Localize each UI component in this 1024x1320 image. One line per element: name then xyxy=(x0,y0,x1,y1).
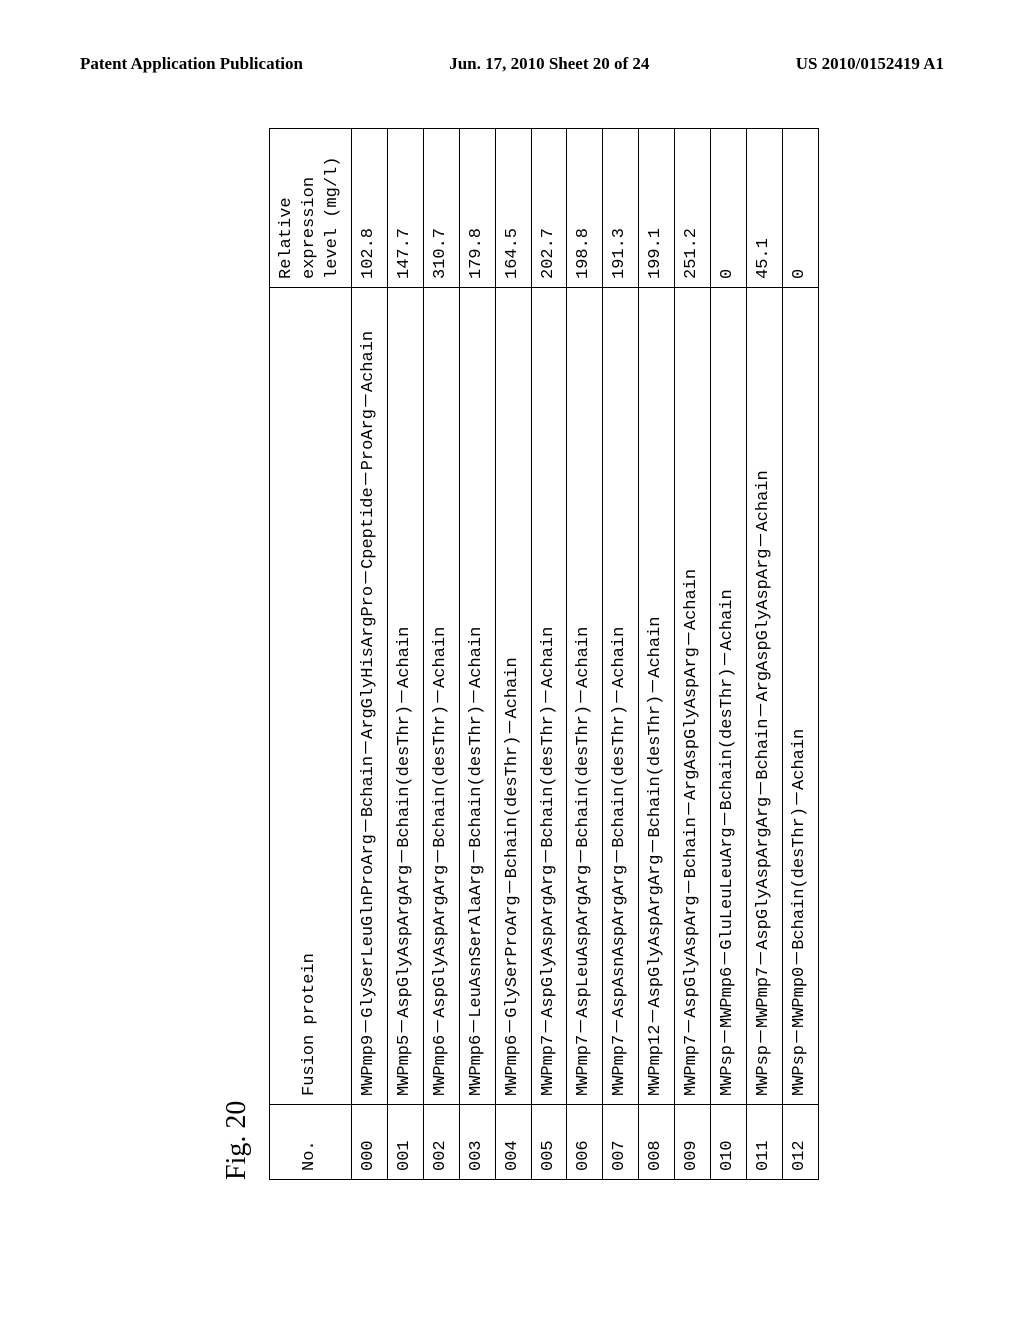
table-row: 003MWPmp6－LeuAsnSerAlaArg－Bchain(desThr)… xyxy=(459,129,495,1180)
cell-level: 198.8 xyxy=(567,129,603,288)
col-header-level: Relative expression level (mg/l) xyxy=(270,129,352,288)
table-row: 000MWPmp9－GlySerLeuGlnProArg－Bchain－ArgG… xyxy=(351,129,387,1180)
table-row: 005MWPmp7－AspGlyAspArgArg－Bchain(desThr)… xyxy=(531,129,567,1180)
table-row: 010MWPsp－MWPmp6－GluLeuLeuArg－Bchain(desT… xyxy=(711,129,747,1180)
cell-level: 45.1 xyxy=(747,129,783,288)
cell-protein: MWPsp－MWPmp7－AspGlyAspArgArg－Bchain－ArgA… xyxy=(747,288,783,1105)
cell-level: 191.3 xyxy=(603,129,639,288)
table-row: 002MWPmp6－AspGlyAspArgArg－Bchain(desThr)… xyxy=(423,129,459,1180)
cell-no: 002 xyxy=(423,1105,459,1180)
table-row: 012MWPsp－MWPmp0－Bchain(desThr)－Achain0 xyxy=(783,129,819,1180)
cell-protein: MWPmp9－GlySerLeuGlnProArg－Bchain－ArgGlyH… xyxy=(351,288,387,1105)
cell-no: 011 xyxy=(747,1105,783,1180)
figure-content: Fig. 20 No. Fusion protein Relative expr… xyxy=(221,180,819,1180)
header-center: Jun. 17, 2010 Sheet 20 of 24 xyxy=(449,54,649,74)
table-row: 004MWPmp6－GlySerProArg－Bchain(desThr)－Ac… xyxy=(495,129,531,1180)
table-row: 007MWPmp7－AspAsnAspArgArg－Bchain(desThr)… xyxy=(603,129,639,1180)
cell-no: 004 xyxy=(495,1105,531,1180)
cell-protein: MWPmp7－AspLeuAspArgArg－Bchain(desThr)－Ac… xyxy=(567,288,603,1105)
cell-level: 251.2 xyxy=(675,129,711,288)
cell-no: 010 xyxy=(711,1105,747,1180)
cell-no: 008 xyxy=(639,1105,675,1180)
cell-level: 0 xyxy=(783,129,819,288)
cell-protein: MWPsp－MWPmp6－GluLeuLeuArg－Bchain(desThr)… xyxy=(711,288,747,1105)
fusion-protein-table: No. Fusion protein Relative expression l… xyxy=(269,128,819,1180)
cell-no: 006 xyxy=(567,1105,603,1180)
cell-no: 009 xyxy=(675,1105,711,1180)
cell-level: 310.7 xyxy=(423,129,459,288)
col-header-no: No. xyxy=(270,1105,352,1180)
cell-no: 012 xyxy=(783,1105,819,1180)
cell-protein: MWPmp6－LeuAsnSerAlaArg－Bchain(desThr)－Ac… xyxy=(459,288,495,1105)
cell-no: 000 xyxy=(351,1105,387,1180)
col-header-protein: Fusion protein xyxy=(270,288,352,1105)
figure-area: Fig. 20 No. Fusion protein Relative expr… xyxy=(20,300,1020,1060)
cell-protein: MWPmp7－AspGlyAspArg－Bchain－ArgAspGlyAspA… xyxy=(675,288,711,1105)
cell-level: 179.8 xyxy=(459,129,495,288)
cell-level: 147.7 xyxy=(387,129,423,288)
cell-no: 005 xyxy=(531,1105,567,1180)
cell-protein: MWPsp－MWPmp0－Bchain(desThr)－Achain xyxy=(783,288,819,1105)
cell-no: 001 xyxy=(387,1105,423,1180)
cell-protein: MWPmp12－AspGlyAspArgArg－Bchain(desThr)－A… xyxy=(639,288,675,1105)
cell-protein: MWPmp5－AspGlyAspArgArg－Bchain(desThr)－Ac… xyxy=(387,288,423,1105)
table-row: 006MWPmp7－AspLeuAspArgArg－Bchain(desThr)… xyxy=(567,129,603,1180)
cell-no: 003 xyxy=(459,1105,495,1180)
cell-protein: MWPmp6－AspGlyAspArgArg－Bchain(desThr)－Ac… xyxy=(423,288,459,1105)
cell-no: 007 xyxy=(603,1105,639,1180)
table-row: 008MWPmp12－AspGlyAspArgArg－Bchain(desThr… xyxy=(639,129,675,1180)
cell-level: 102.8 xyxy=(351,129,387,288)
header-left: Patent Application Publication xyxy=(80,54,303,74)
cell-level: 199.1 xyxy=(639,129,675,288)
cell-level: 202.7 xyxy=(531,129,567,288)
table-row: 009MWPmp7－AspGlyAspArg－Bchain－ArgAspGlyA… xyxy=(675,129,711,1180)
table-row: 011MWPsp－MWPmp7－AspGlyAspArgArg－Bchain－A… xyxy=(747,129,783,1180)
cell-level: 0 xyxy=(711,129,747,288)
cell-level: 164.5 xyxy=(495,129,531,288)
figure-label: Fig. 20 xyxy=(221,180,253,1180)
page-header: Patent Application Publication Jun. 17, … xyxy=(80,54,944,74)
cell-protein: MWPmp6－GlySerProArg－Bchain(desThr)－Achai… xyxy=(495,288,531,1105)
table-header-row: No. Fusion protein Relative expression l… xyxy=(270,129,352,1180)
header-right: US 2010/0152419 A1 xyxy=(796,54,944,74)
table-row: 001MWPmp5－AspGlyAspArgArg－Bchain(desThr)… xyxy=(387,129,423,1180)
cell-protein: MWPmp7－AspAsnAspArgArg－Bchain(desThr)－Ac… xyxy=(603,288,639,1105)
cell-protein: MWPmp7－AspGlyAspArgArg－Bchain(desThr)－Ac… xyxy=(531,288,567,1105)
